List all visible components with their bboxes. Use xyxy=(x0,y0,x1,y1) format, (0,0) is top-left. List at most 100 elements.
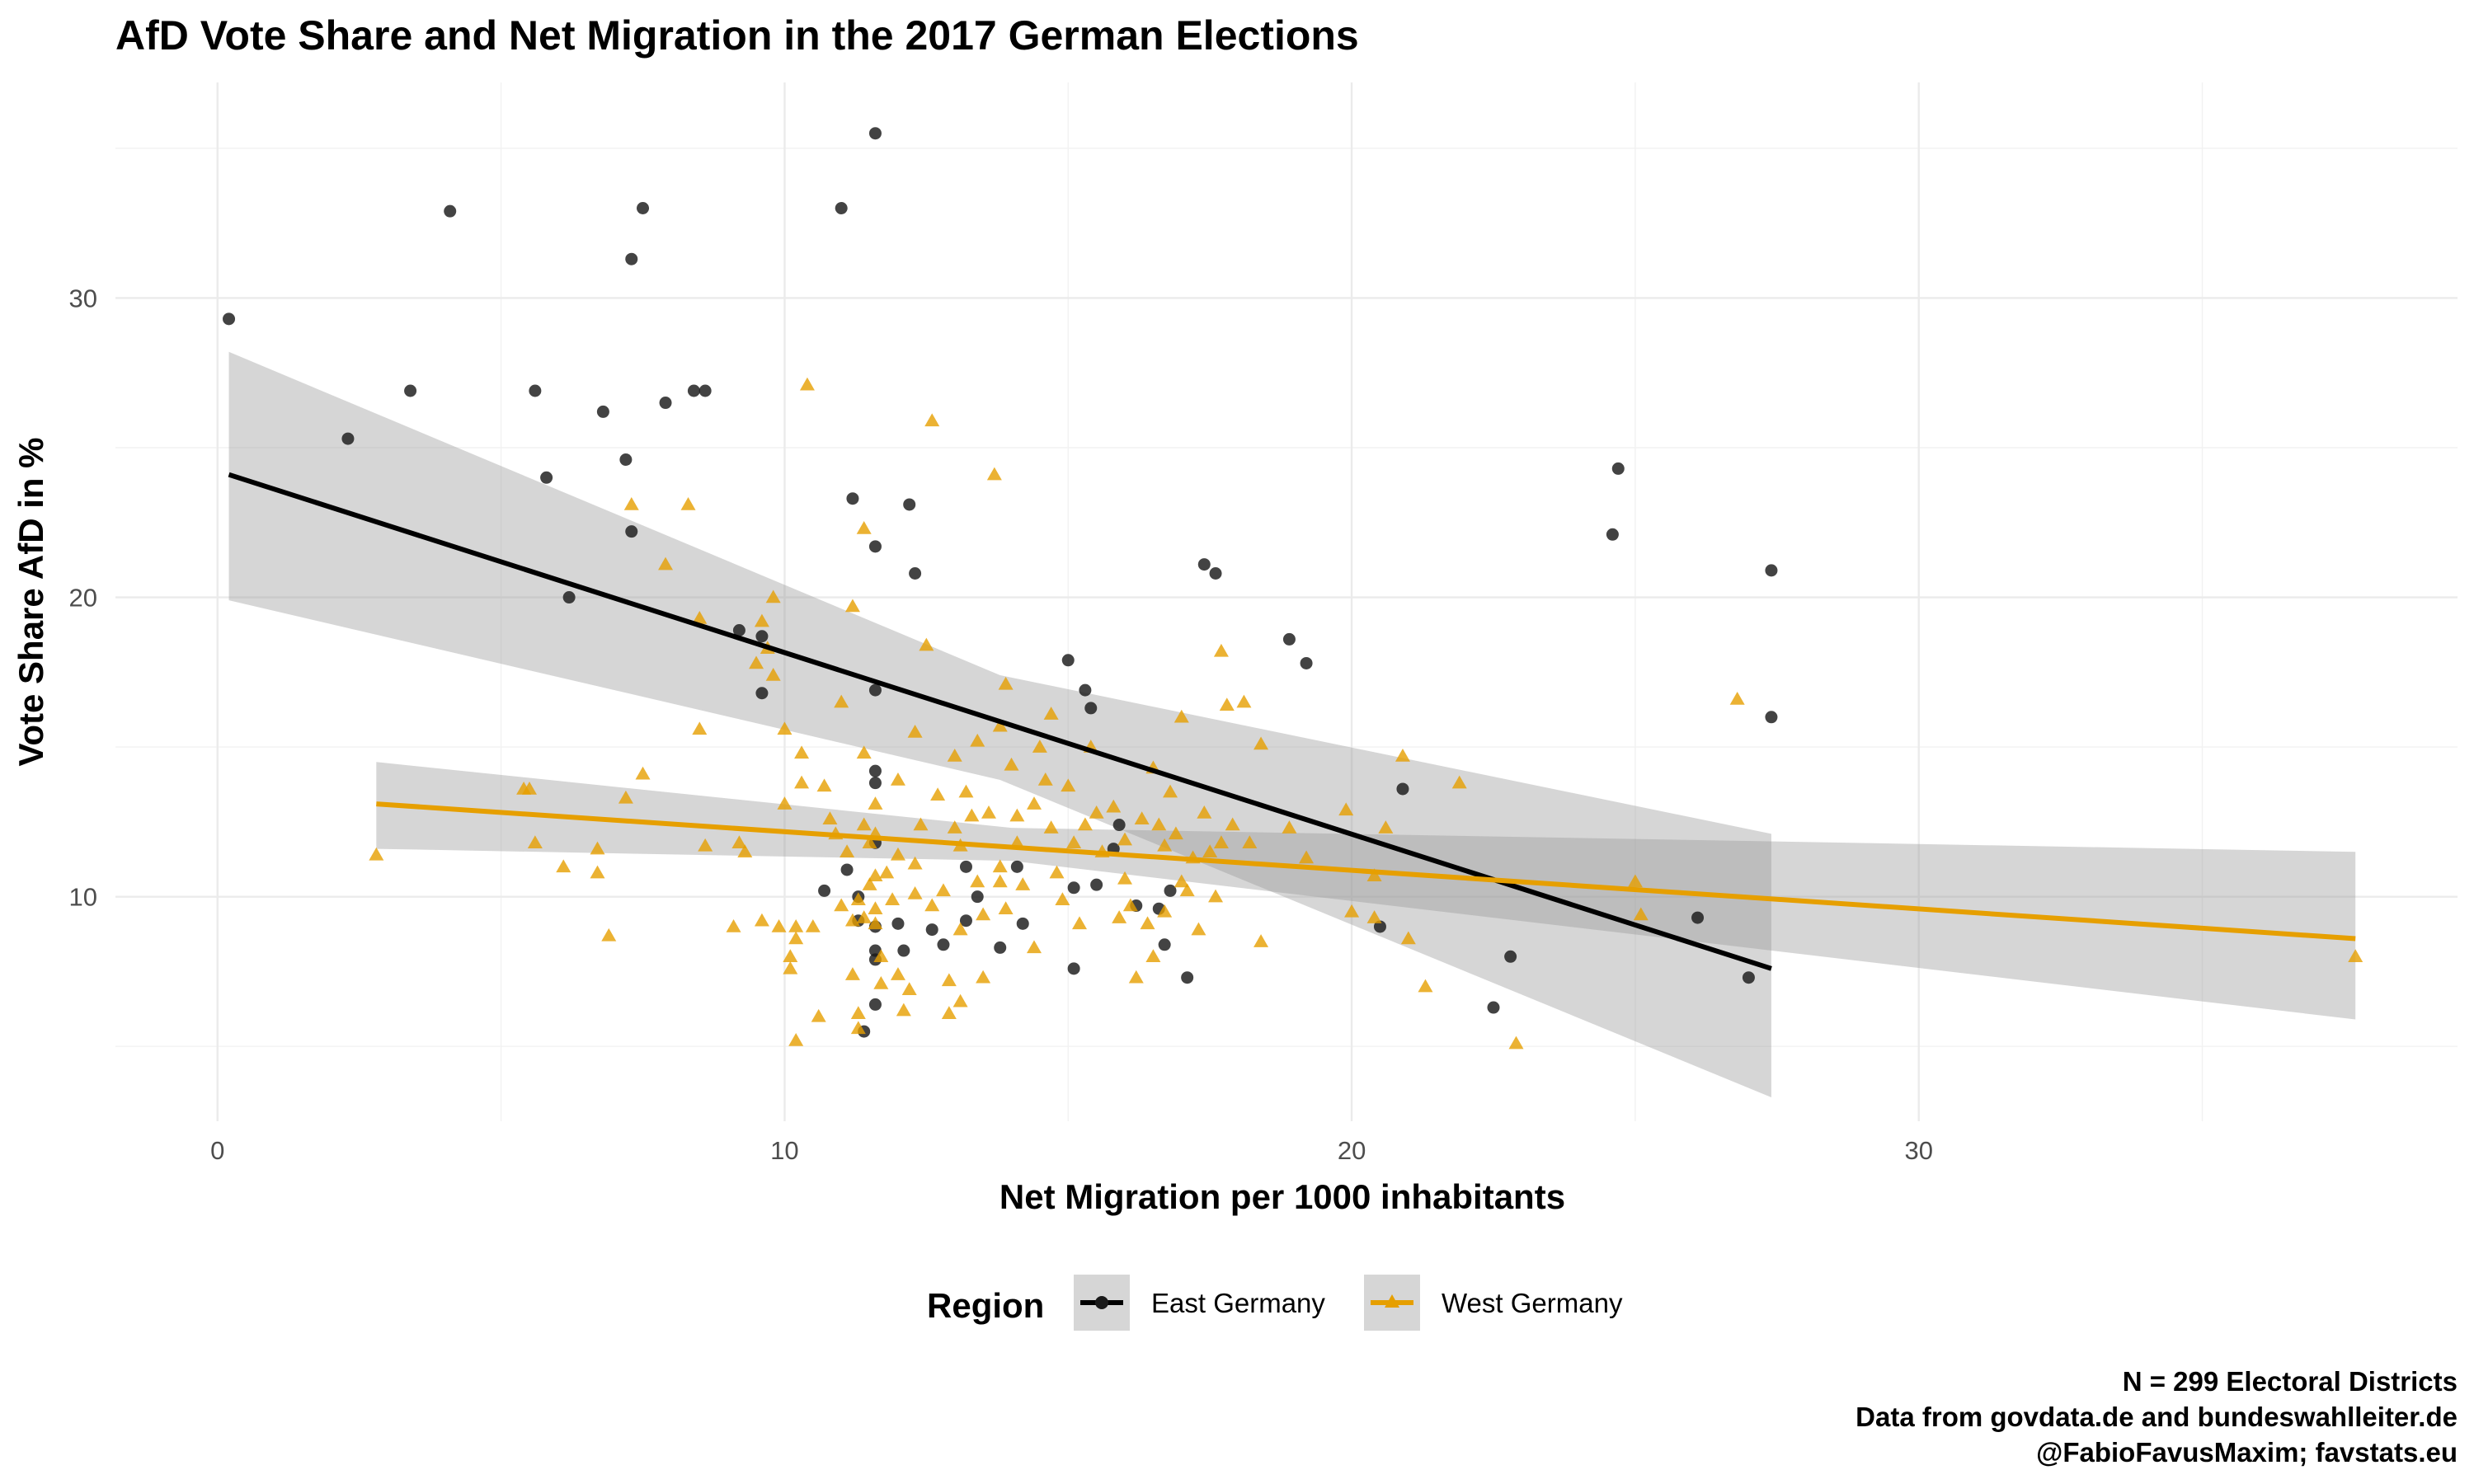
point-west xyxy=(692,721,708,735)
point-west xyxy=(658,556,674,571)
point-west xyxy=(556,859,571,873)
caption: N = 299 Electoral Districts Data from go… xyxy=(1856,1366,2458,1468)
x-tick-label: 30 xyxy=(1904,1136,1932,1165)
point-east xyxy=(1611,462,1625,475)
point-west xyxy=(1055,892,1070,906)
point-east xyxy=(1691,911,1705,924)
point-west xyxy=(844,599,860,613)
point-east xyxy=(1765,564,1778,577)
point-west xyxy=(998,901,1014,914)
point-west xyxy=(834,694,849,708)
point-west xyxy=(788,1032,804,1046)
point-west xyxy=(731,835,747,849)
point-west xyxy=(1037,773,1053,786)
point-east xyxy=(868,764,882,777)
point-west xyxy=(1225,817,1240,831)
point-west xyxy=(873,975,889,989)
point-east xyxy=(637,202,650,215)
point-west xyxy=(1077,817,1093,831)
point-west xyxy=(1004,757,1019,771)
point-west xyxy=(976,907,991,921)
point-east xyxy=(1164,884,1177,897)
point-east xyxy=(868,777,882,790)
point-east xyxy=(755,630,769,643)
x-axis-title: Net Migration per 1000 inhabitants xyxy=(999,1177,1565,1216)
point-west xyxy=(850,1021,866,1035)
point-east xyxy=(1209,567,1222,580)
point-west xyxy=(1032,740,1047,753)
point-west xyxy=(1451,775,1467,789)
point-west xyxy=(941,973,957,987)
point-east xyxy=(732,623,745,636)
point-east xyxy=(404,384,417,397)
point-west xyxy=(992,718,1008,732)
point-west xyxy=(1112,910,1127,923)
point-east xyxy=(1112,819,1126,832)
point-west xyxy=(799,377,815,391)
point-west xyxy=(1627,874,1643,888)
point-west xyxy=(1015,877,1031,890)
point-east xyxy=(959,860,972,873)
point-west xyxy=(1134,811,1150,825)
point-west xyxy=(868,868,883,881)
point-west xyxy=(850,892,866,906)
point-west xyxy=(873,949,889,963)
point-west xyxy=(623,496,639,510)
point-west xyxy=(924,413,940,427)
legend-title: Region xyxy=(927,1286,1044,1325)
point-west xyxy=(618,790,633,804)
point-west xyxy=(1299,850,1315,864)
confidence-band-west xyxy=(376,762,2356,1020)
point-west xyxy=(635,766,651,780)
point-east xyxy=(937,938,950,951)
point-east xyxy=(1158,938,1171,951)
point-west xyxy=(1026,796,1042,810)
point-west xyxy=(783,949,798,963)
chart-title: AfD Vote Share and Net Migration in the … xyxy=(115,12,1359,59)
point-west xyxy=(1049,865,1065,879)
point-west xyxy=(970,733,985,747)
point-west xyxy=(369,847,384,861)
point-east xyxy=(1396,782,1409,796)
point-west xyxy=(1174,709,1189,723)
point-west xyxy=(952,922,968,936)
point-west xyxy=(1395,749,1410,762)
point-west xyxy=(1089,805,1104,819)
point-west xyxy=(521,781,537,795)
point-west xyxy=(1197,805,1212,819)
gridlines xyxy=(115,82,2458,1121)
legend: Region East Germany West Germany xyxy=(927,1275,1623,1331)
point-east xyxy=(903,498,916,511)
point-west xyxy=(1168,826,1183,840)
point-east xyxy=(444,204,457,218)
point-east xyxy=(1090,878,1103,891)
point-west xyxy=(601,928,617,942)
point-west xyxy=(1344,904,1360,918)
point-west xyxy=(1508,1036,1524,1050)
point-west xyxy=(1202,844,1218,857)
point-west xyxy=(1163,784,1178,798)
point-west xyxy=(834,898,849,912)
point-west xyxy=(749,655,764,669)
x-tick-label: 20 xyxy=(1338,1136,1366,1165)
trend-line-east xyxy=(228,472,1772,971)
caption-line-1: N = 299 Electoral Districts xyxy=(2123,1366,2458,1397)
y-tick-label: 10 xyxy=(69,883,97,912)
point-west xyxy=(856,745,872,759)
point-west xyxy=(862,835,877,849)
point-east xyxy=(619,453,633,467)
point-west xyxy=(976,970,991,984)
point-west xyxy=(901,982,917,995)
point-east xyxy=(909,567,922,580)
point-east xyxy=(1067,881,1080,895)
point-west xyxy=(958,784,974,798)
point-west xyxy=(907,724,923,738)
point-west xyxy=(816,778,832,792)
point-west xyxy=(1400,931,1416,945)
point-west xyxy=(765,589,781,603)
point-west xyxy=(890,773,905,786)
y-tick-label: 20 xyxy=(69,584,97,613)
point-west xyxy=(794,775,810,789)
caption-line-3: @FabioFavusMaxim; favstats.eu xyxy=(2036,1437,2458,1468)
